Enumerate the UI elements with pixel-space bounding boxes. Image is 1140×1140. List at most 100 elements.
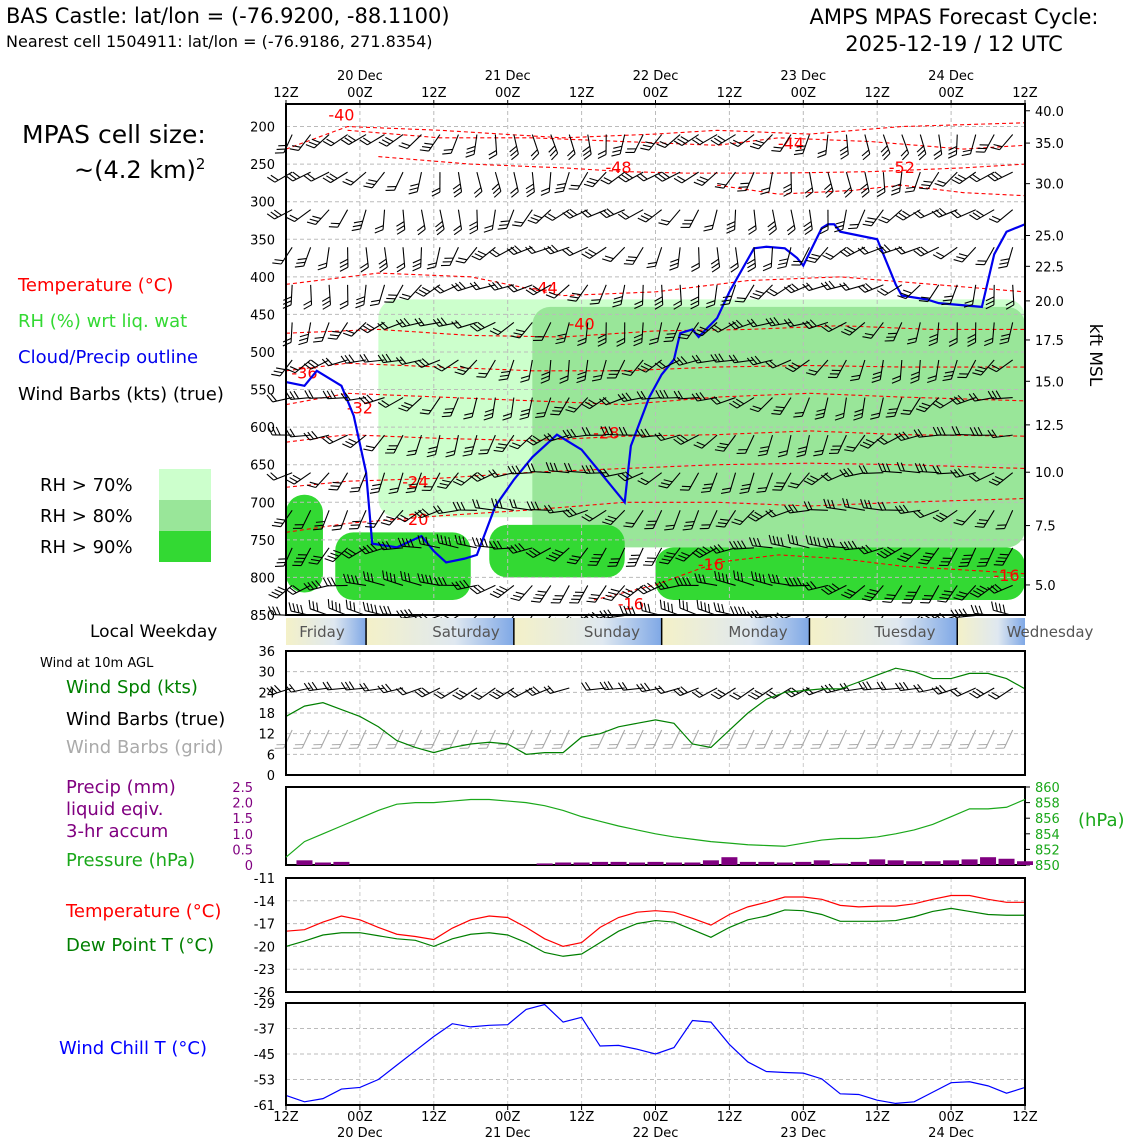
wind10m-barb-true	[895, 681, 921, 692]
barb-flag	[457, 368, 467, 373]
wind-barb	[691, 247, 700, 273]
barb-flag	[464, 446, 474, 449]
wind-barb	[530, 585, 552, 603]
barb-staff	[845, 284, 866, 291]
wind10m-title: Wind at 10m AGL	[40, 656, 154, 671]
barb-flag	[421, 489, 431, 491]
wind10m-barb-grid	[902, 729, 921, 749]
barb-flag	[586, 180, 596, 185]
barb-staff	[328, 284, 332, 305]
barb-flag	[289, 366, 299, 371]
wind-barb	[877, 462, 902, 474]
wind-barb	[678, 322, 700, 340]
barb-flag	[642, 144, 652, 148]
wind-barb	[419, 397, 441, 415]
barb-staff	[672, 510, 681, 530]
barb-staff	[660, 584, 681, 591]
barb-staff	[699, 687, 718, 698]
top-time-label: 12Z	[421, 86, 447, 101]
barb-flag	[502, 416, 512, 421]
barb-staff	[924, 397, 940, 413]
temperature-contour-label: -44	[778, 134, 804, 153]
wind-barb	[870, 397, 884, 420]
barb-staff	[309, 434, 330, 441]
barb-staff	[604, 433, 625, 436]
barb-flag	[303, 304, 312, 310]
wind-barb	[746, 355, 773, 366]
barb-staff	[913, 171, 921, 192]
barb-flag	[883, 153, 891, 161]
precip-bar	[924, 861, 941, 865]
wind-barb	[720, 284, 737, 306]
wind-barb	[646, 247, 663, 269]
wind-barb	[885, 397, 903, 418]
barb-flag	[535, 743, 545, 746]
barb-staff	[802, 134, 810, 154]
barb-staff	[428, 134, 441, 152]
barb-flag	[698, 548, 707, 555]
wind-barb	[963, 284, 977, 308]
barb-flag	[500, 220, 510, 223]
barb-flag	[760, 187, 770, 191]
barb-flag	[881, 501, 887, 511]
barb-staff	[589, 246, 607, 259]
wind-barb	[453, 209, 463, 236]
barb-flag	[491, 498, 495, 507]
barb-flag	[510, 284, 518, 291]
wind-barb	[369, 472, 386, 494]
barb-flag	[570, 184, 580, 187]
barb-flag	[463, 416, 473, 420]
barb-flag	[769, 509, 777, 517]
wind-barb	[803, 472, 829, 486]
wind-barb	[983, 322, 995, 347]
barb-flag	[270, 686, 278, 694]
wind-barb	[417, 573, 441, 586]
wind-barb	[988, 359, 1014, 373]
wind-barb	[927, 359, 940, 383]
barb-flag	[774, 485, 784, 488]
barb-flag	[721, 573, 725, 583]
kft-tick-label: 12.5	[1035, 419, 1064, 434]
wind-barb	[266, 209, 293, 220]
barb-flag	[935, 400, 944, 407]
barb-flag	[885, 415, 895, 418]
barb-flag	[322, 681, 329, 691]
wind-barb	[589, 284, 607, 305]
kft-tick-label: 22.5	[1035, 260, 1064, 275]
barb-flag	[293, 747, 303, 749]
wind-barb	[820, 280, 847, 291]
barb-flag	[964, 300, 974, 304]
wind-barb	[625, 134, 644, 154]
barb-flag	[401, 142, 411, 147]
barb-staff	[606, 209, 625, 219]
barb-flag	[387, 743, 397, 746]
barb-flag	[466, 149, 475, 154]
barb-staff	[785, 247, 792, 267]
barb-staff	[402, 209, 406, 230]
barb-flag	[963, 554, 973, 557]
barb-flag	[695, 392, 702, 401]
barb-flag	[526, 501, 532, 510]
cell-size-label: MPAS cell size:	[22, 120, 206, 149]
barb-flag	[322, 300, 331, 306]
barb-staff	[350, 171, 367, 186]
weekday-bar-label: Local Weekday	[90, 622, 218, 642]
barb-flag	[488, 154, 497, 160]
barb-flag	[370, 603, 374, 613]
barb-flag	[831, 499, 836, 509]
wind-barb	[839, 282, 866, 291]
barb-flag	[754, 511, 763, 518]
barb-flag	[348, 438, 357, 444]
barb-flag	[891, 191, 900, 196]
barb-flag	[313, 743, 323, 746]
barb-flag	[417, 535, 421, 545]
wind10m-barb-grid	[810, 729, 829, 749]
wind-barb	[289, 134, 312, 152]
barb-staff	[938, 134, 943, 155]
wind-barb	[733, 570, 755, 586]
barb-staff	[985, 547, 995, 567]
wind-barb	[913, 428, 939, 438]
chart-title-cycle: AMPS MPAS Forecast Cycle: 2025-12-19 / 1…	[776, 4, 1132, 58]
barb-staff	[440, 284, 459, 294]
wind10m-barb-grid	[422, 729, 441, 749]
